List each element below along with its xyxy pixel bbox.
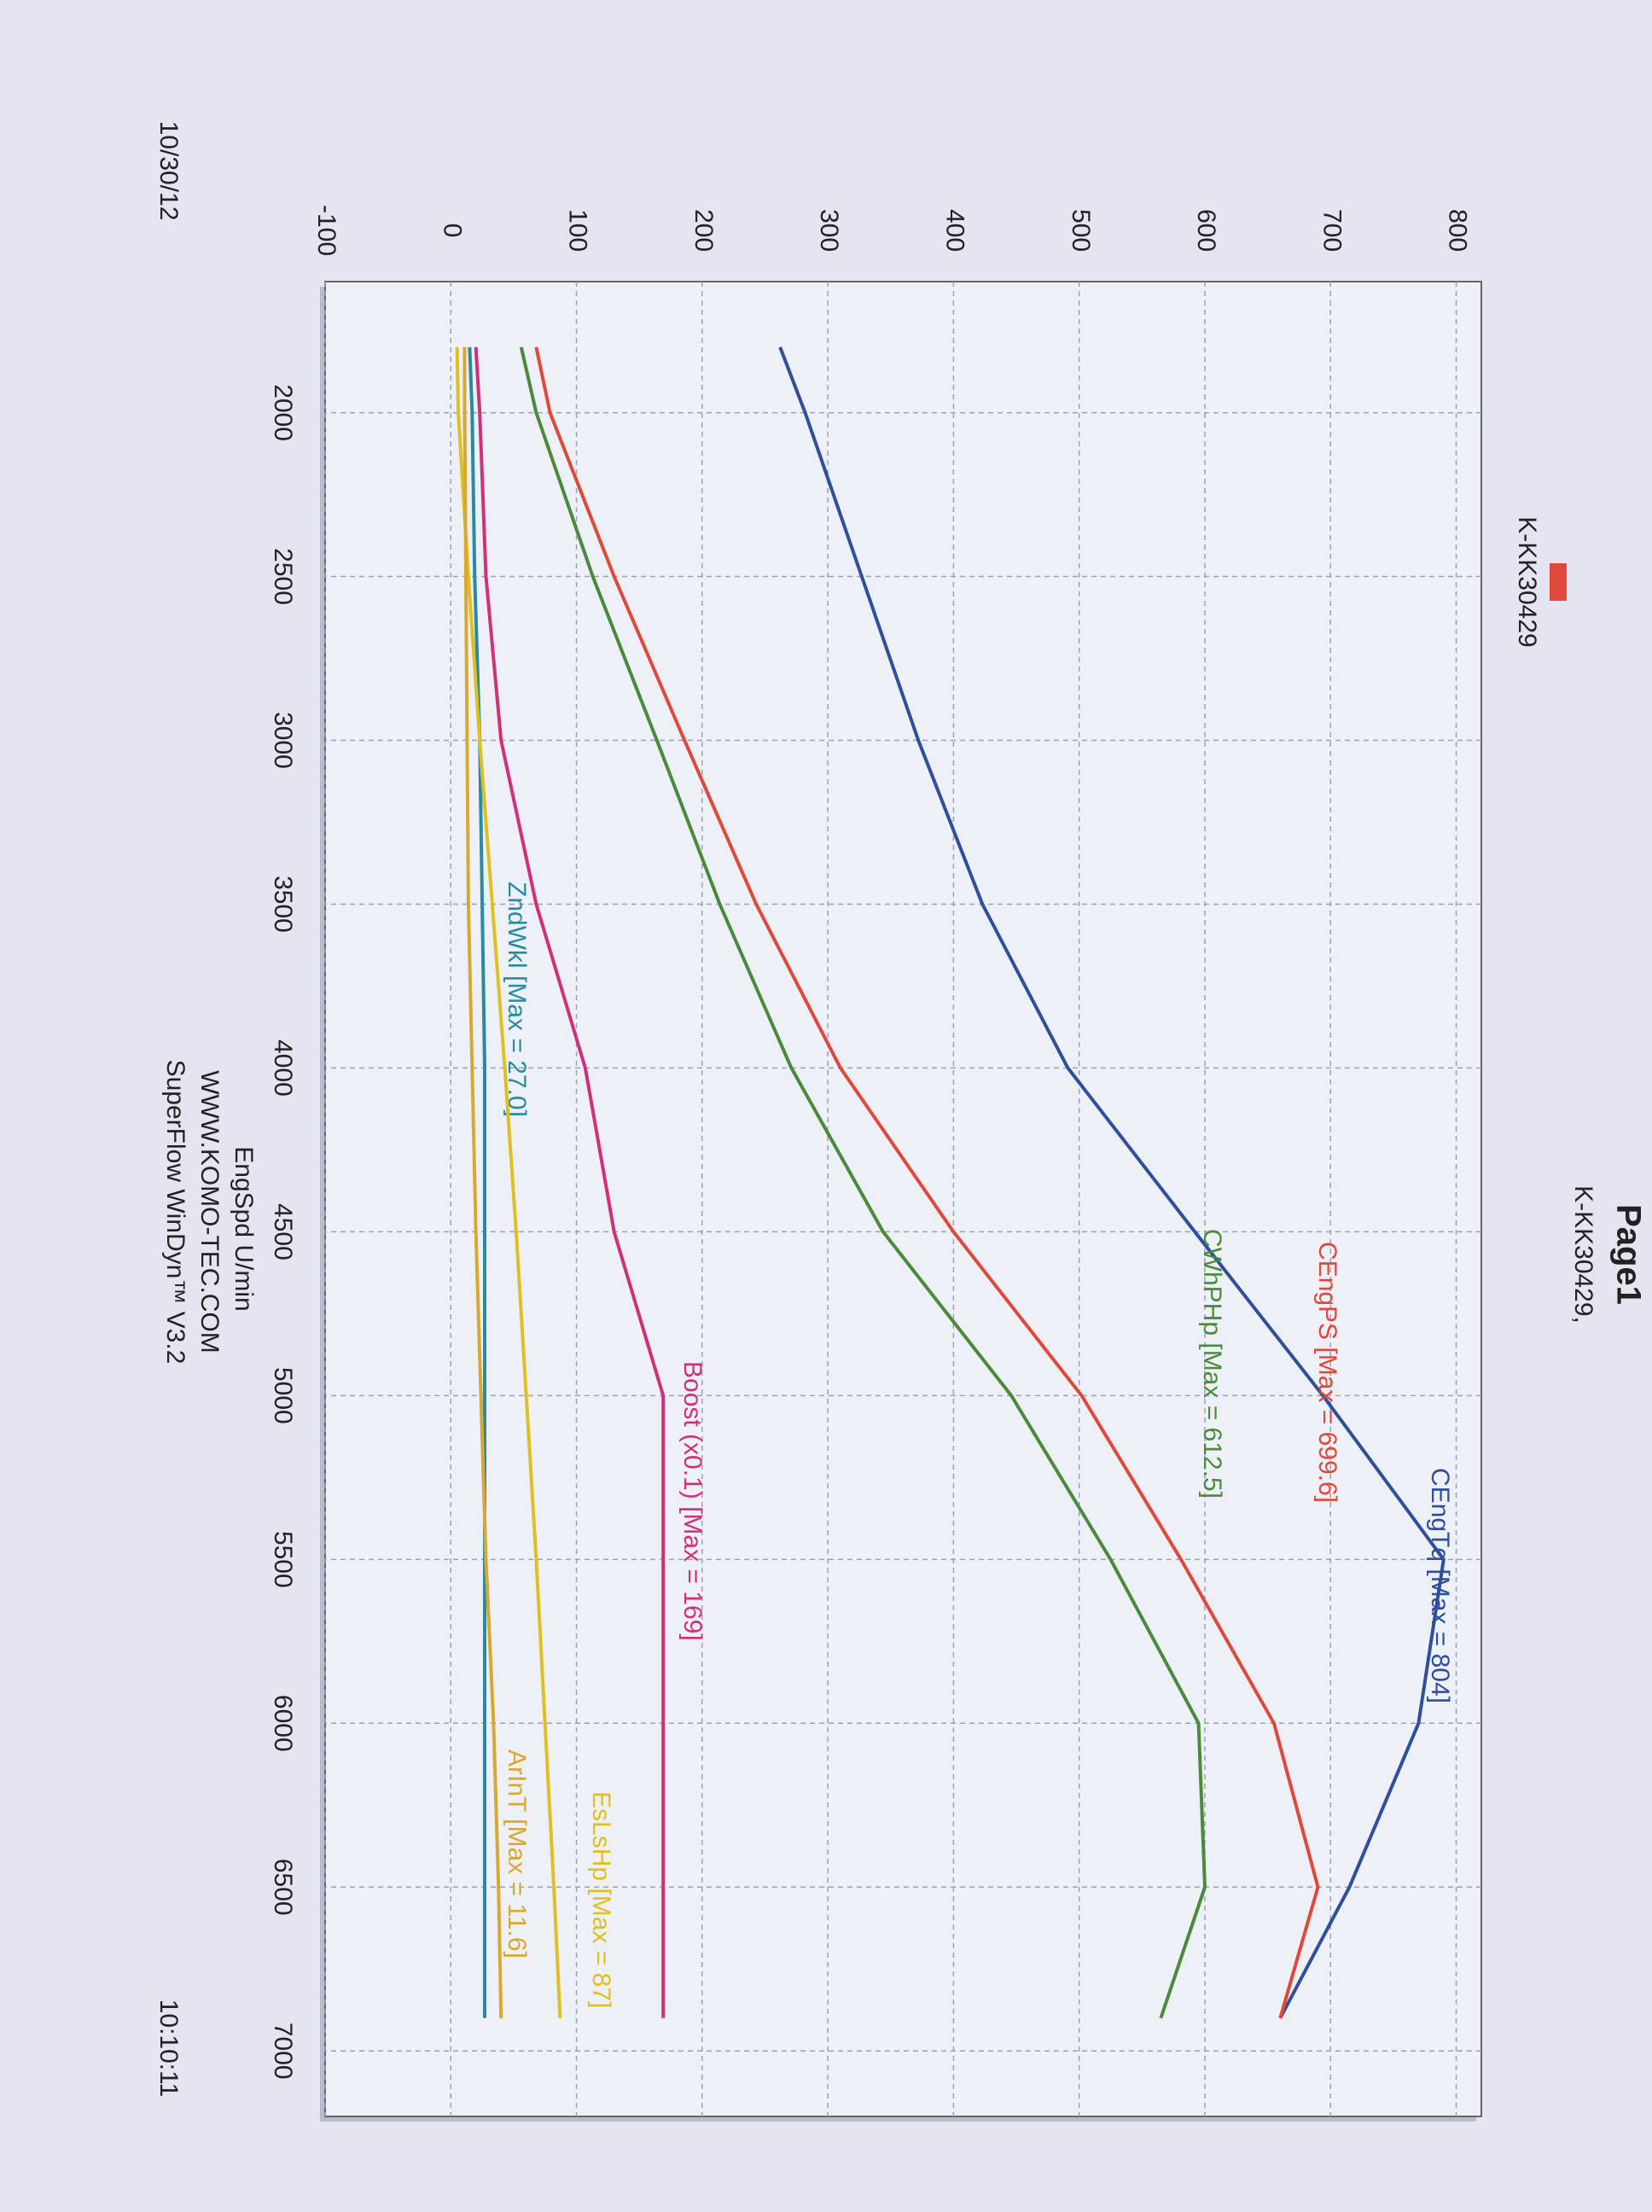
x-tick-label: 2000 — [269, 384, 297, 441]
series-label: CEngTq [Max = 804] — [1426, 1468, 1454, 1703]
subtitle: K-KK30429, — [1569, 1185, 1597, 1324]
y-tick-label: 200 — [689, 209, 718, 252]
series-line — [534, 346, 1320, 2019]
time: 10:10:11 — [154, 2000, 183, 2098]
y-tick-label: 800 — [1444, 209, 1472, 252]
series-label: CWhPHp [Max = 612.5] — [1198, 1229, 1226, 1499]
x-tick-label: 4500 — [269, 1203, 297, 1260]
y-tick-label: 400 — [940, 209, 969, 252]
footer-software: SuperFlow WinDyn™ V3.2 — [161, 1060, 189, 1365]
x-tick-label: 6500 — [269, 1859, 297, 1916]
series-line — [778, 346, 1446, 2019]
series-label: CEngPS [Max = 699.6] — [1313, 1242, 1341, 1503]
series-line — [468, 346, 486, 2018]
x-tick-label: 6000 — [269, 1695, 297, 1752]
x-tick-label: 3500 — [269, 876, 297, 933]
x-tick-label: 2500 — [269, 548, 297, 605]
legend-swatch — [1550, 563, 1567, 601]
series-line — [462, 346, 503, 2018]
series-line — [474, 346, 666, 2018]
x-tick-label: 5000 — [269, 1367, 297, 1424]
y-tick-label: 0 — [438, 224, 466, 238]
y-tick-label: 100 — [564, 209, 592, 252]
x-tick-label: 5500 — [269, 1531, 297, 1588]
rotated-chart: Page1 K-KK30429, K-KK30429 EngSpd U/min … — [154, 121, 1647, 2122]
x-tick-label: 4000 — [269, 1039, 297, 1097]
y-tick-label: 700 — [1318, 209, 1346, 252]
title: Page1 — [1609, 1204, 1647, 1305]
x-axis-label: EngSpd U/min — [230, 1146, 258, 1311]
footer-url: WWW.KOMO-TEC.COM — [195, 1070, 224, 1353]
series-label: ZndWkl [Max = 27.0] — [503, 882, 531, 1117]
x-tick-label: 7000 — [269, 2023, 297, 2080]
y-tick-label: -100 — [312, 205, 340, 256]
legend-label: K-KK30429 — [1513, 516, 1541, 647]
x-tick-label: 3000 — [269, 712, 297, 769]
series-label: Boost (x0.1) [Max = 169] — [678, 1361, 707, 1641]
y-tick-label: 500 — [1067, 209, 1095, 252]
series-label: EsLsHp [Max = 87] — [587, 1791, 615, 2008]
series-line — [519, 346, 1207, 2019]
series-label: ArInT [Max = 11.6] — [503, 1749, 531, 1959]
date: 10/30/12 — [154, 121, 183, 221]
y-tick-label: 600 — [1192, 209, 1220, 252]
y-tick-label: 300 — [815, 209, 843, 252]
